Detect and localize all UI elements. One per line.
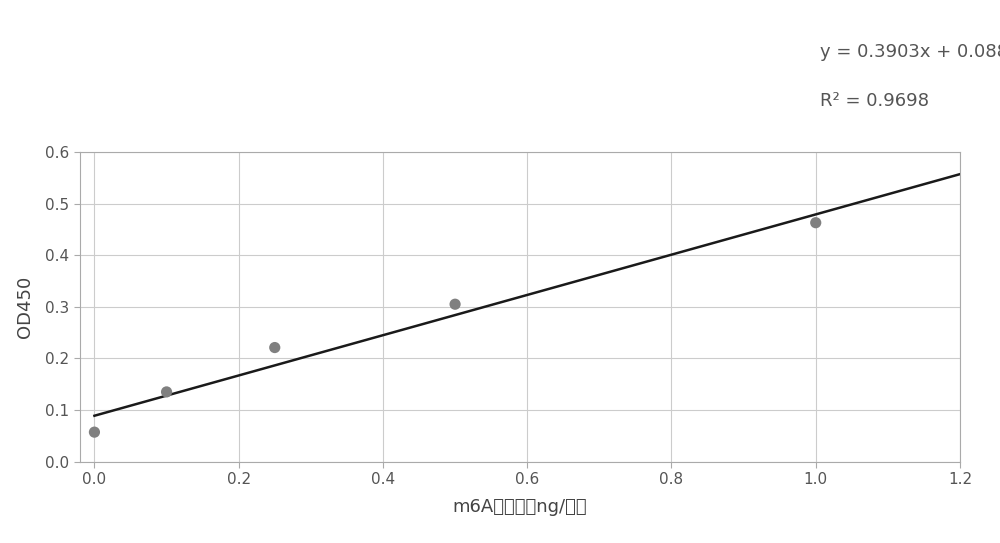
Text: y = 0.3903x + 0.0888: y = 0.3903x + 0.0888 — [820, 43, 1000, 61]
Point — [159, 388, 175, 396]
Point — [447, 300, 463, 308]
Text: R² = 0.9698: R² = 0.9698 — [820, 92, 929, 110]
Y-axis label: OD450: OD450 — [16, 276, 34, 338]
Point — [267, 343, 283, 352]
Point — [86, 428, 102, 437]
Point — [808, 218, 824, 227]
X-axis label: m6A标准品（ng/孔）: m6A标准品（ng/孔） — [453, 498, 587, 516]
